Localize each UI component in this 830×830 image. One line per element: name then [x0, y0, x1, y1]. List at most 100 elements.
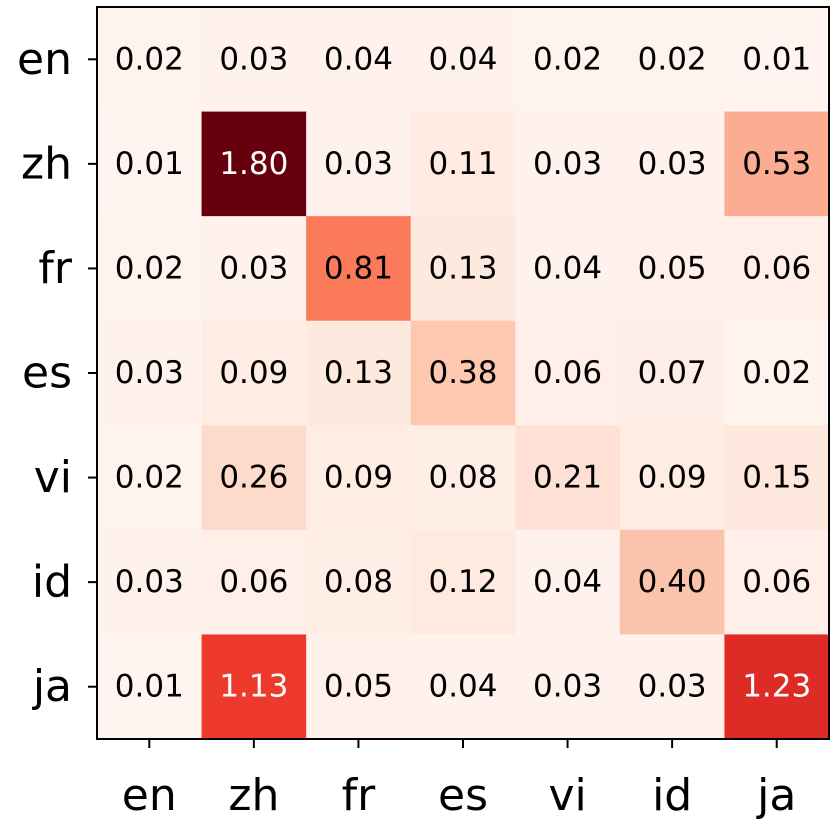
cell-value-ja-en: 0.01	[115, 669, 184, 705]
cell-value-vi-ja: 0.15	[742, 460, 811, 496]
x-tick-label-zh: zh	[228, 770, 279, 821]
cell-value-vi-vi: 0.21	[533, 460, 602, 496]
heatmap-cell-zh-es	[410, 111, 516, 217]
heatmap-cell-en-id	[619, 7, 725, 113]
cell-value-id-ja: 0.06	[742, 564, 811, 600]
heatmap-cell-zh-fr	[306, 111, 412, 217]
heatmap-cell-vi-id	[619, 425, 725, 531]
cell-value-id-fr: 0.08	[324, 564, 393, 600]
cell-value-en-es: 0.04	[428, 41, 497, 77]
cell-value-zh-zh: 1.80	[219, 146, 288, 182]
heatmap-cell-id-vi	[515, 529, 621, 635]
heatmap-cell-ja-fr	[306, 634, 412, 740]
cell-value-fr-ja: 0.06	[742, 250, 811, 286]
heatmap-cell-zh-ja	[724, 111, 830, 217]
heatmap-cell-fr-id	[619, 216, 725, 322]
cell-value-en-fr: 0.04	[324, 41, 393, 77]
heatmap-cell-en-ja	[724, 7, 830, 113]
cell-value-ja-es: 0.04	[428, 669, 497, 705]
cell-value-vi-fr: 0.09	[324, 460, 393, 496]
cell-value-zh-en: 0.01	[115, 146, 184, 182]
heatmap-cell-fr-zh	[201, 216, 307, 322]
cell-value-fr-id: 0.05	[638, 250, 707, 286]
heatmap-cell-fr-es	[410, 216, 516, 322]
y-tick-label-es: es	[22, 348, 72, 399]
cell-value-es-ja: 0.02	[742, 355, 811, 391]
x-tick-label-vi: vi	[548, 770, 586, 821]
heatmap-cell-fr-ja	[724, 216, 830, 322]
cell-value-en-zh: 0.03	[219, 41, 288, 77]
plot-frame	[96, 6, 830, 740]
cell-value-zh-ja: 0.53	[742, 146, 811, 182]
heatmap-cell-ja-id	[619, 634, 725, 740]
cell-value-fr-fr: 0.81	[324, 250, 393, 286]
heatmap-cell-es-vi	[515, 320, 621, 426]
cell-value-es-vi: 0.06	[533, 355, 602, 391]
heatmap-cell-vi-ja	[724, 425, 830, 531]
cell-value-es-fr: 0.13	[324, 355, 393, 391]
heatmap-cell-en-fr	[306, 7, 412, 113]
cell-value-ja-ja: 1.23	[742, 669, 811, 705]
heatmap-cell-es-en	[97, 320, 203, 426]
heatmap-cell-id-id	[619, 529, 725, 635]
cell-value-id-vi: 0.04	[533, 564, 602, 600]
cell-value-id-id: 0.40	[638, 564, 707, 600]
heatmap-cell-ja-zh	[201, 634, 307, 740]
cell-value-ja-zh: 1.13	[219, 669, 288, 705]
y-tick-label-en: en	[17, 34, 72, 85]
heatmap-cell-id-en	[97, 529, 203, 635]
heatmap-cell-es-ja	[724, 320, 830, 426]
heatmap-cell-ja-ja	[724, 634, 830, 740]
cell-value-es-id: 0.07	[638, 355, 707, 391]
cell-value-es-en: 0.03	[115, 355, 184, 391]
cell-value-fr-es: 0.13	[428, 250, 497, 286]
cell-value-zh-fr: 0.03	[324, 146, 393, 182]
x-tick-label-es: es	[438, 770, 488, 821]
cell-value-fr-en: 0.02	[115, 250, 184, 286]
cell-value-es-es: 0.38	[428, 355, 497, 391]
y-tick-label-ja: ja	[32, 661, 72, 712]
x-tick-label-fr: fr	[342, 770, 376, 821]
heatmap-cell-vi-en	[97, 425, 203, 531]
heatmap-cells	[97, 7, 830, 740]
x-axis: en zh fr es vi id ja	[122, 739, 796, 821]
cell-value-fr-zh: 0.03	[219, 250, 288, 286]
heatmap-cell-vi-es	[410, 425, 516, 531]
cell-value-en-en: 0.02	[115, 41, 184, 77]
heatmap-cell-vi-fr	[306, 425, 412, 531]
x-tick-label-en: en	[122, 770, 177, 821]
heatmap-cell-zh-zh	[201, 111, 307, 217]
heatmap-cell-es-zh	[201, 320, 307, 426]
cell-value-ja-vi: 0.03	[533, 669, 602, 705]
heatmap-cell-fr-vi	[515, 216, 621, 322]
cell-value-es-zh: 0.09	[219, 355, 288, 391]
y-tick-label-fr: fr	[38, 243, 72, 294]
cell-value-vi-en: 0.02	[115, 460, 184, 496]
heatmap-cell-id-ja	[724, 529, 830, 635]
cell-value-vi-zh: 0.26	[219, 460, 288, 496]
heatmap-cell-es-id	[619, 320, 725, 426]
cell-value-id-en: 0.03	[115, 564, 184, 600]
cell-value-en-vi: 0.02	[533, 41, 602, 77]
heatmap-cell-ja-en	[97, 634, 203, 740]
cell-value-en-ja: 0.01	[742, 41, 811, 77]
cell-value-zh-vi: 0.03	[533, 146, 602, 182]
y-tick-label-vi: vi	[34, 452, 72, 503]
heatmap-cell-vi-zh	[201, 425, 307, 531]
heatmap-cell-zh-vi	[515, 111, 621, 217]
cell-value-id-es: 0.12	[428, 564, 497, 600]
cell-value-vi-id: 0.09	[638, 460, 707, 496]
heatmap-cell-en-vi	[515, 7, 621, 113]
y-tick-label-zh: zh	[21, 138, 72, 189]
cell-value-id-zh: 0.06	[219, 564, 288, 600]
cell-value-en-id: 0.02	[638, 41, 707, 77]
y-tick-label-id: id	[32, 557, 72, 608]
heatmap-cell-en-zh	[201, 7, 307, 113]
cell-value-ja-fr: 0.05	[324, 669, 393, 705]
cell-value-ja-id: 0.03	[638, 669, 707, 705]
heatmap-cell-vi-vi	[515, 425, 621, 531]
heatmap-cell-labels: 0.02 0.03 0.04 0.04 0.02 0.02 0.01 0.01 1.80 0.03…	[115, 41, 811, 704]
cell-value-fr-vi: 0.04	[533, 250, 602, 286]
heatmap-cell-en-es	[410, 7, 516, 113]
